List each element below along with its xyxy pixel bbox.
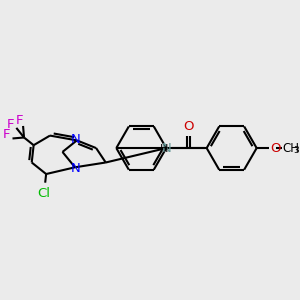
Text: N: N	[71, 133, 81, 146]
Text: F: F	[3, 128, 10, 141]
Text: O: O	[184, 120, 194, 133]
Text: F: F	[16, 114, 23, 127]
Text: 3: 3	[293, 146, 299, 155]
Text: CH: CH	[283, 142, 300, 154]
Text: F: F	[7, 118, 14, 130]
Text: N: N	[71, 162, 81, 175]
Text: O: O	[270, 142, 280, 154]
Text: N: N	[161, 142, 171, 154]
Text: Cl: Cl	[38, 188, 51, 200]
Text: H: H	[160, 144, 169, 154]
